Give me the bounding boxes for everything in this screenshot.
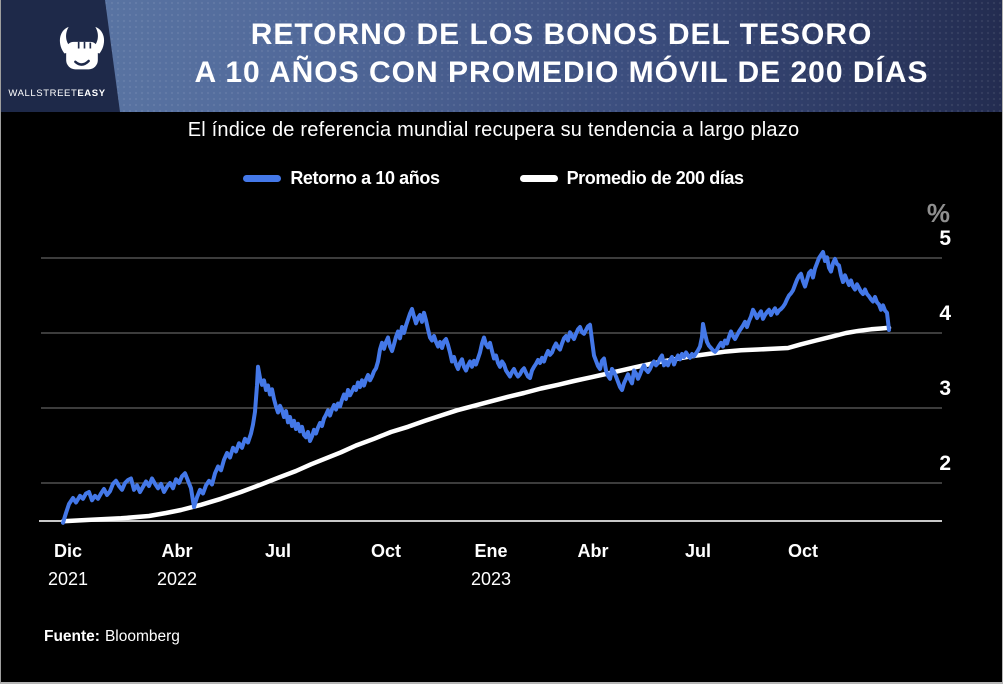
title-line-1: RETORNO DE LOS BONOS DEL TESORO — [250, 18, 873, 51]
x-tick-label-oct: Oct — [370, 541, 401, 561]
bull-fist-logo-icon — [59, 26, 105, 70]
legend-label-10y-return: Retorno a 10 años — [290, 168, 440, 188]
legend-item-10y-return: Retorno a 10 años — [243, 168, 440, 189]
legend-item-200d-average: Promedio de 200 días — [519, 168, 744, 189]
brand-wordmark: WALLSTREETEASY — [5, 88, 109, 99]
x-tick-label-ene: Ene — [474, 541, 508, 561]
x-tick-label-jul: Jul — [684, 541, 711, 561]
x-tick-label-abr: Abr — [161, 541, 193, 561]
y-tick-label-3: 3 — [939, 377, 951, 400]
source-note: Fuente: Bloomberg — [44, 628, 180, 646]
x-tick-label-abr: Abr — [577, 541, 609, 561]
y-tick-label-2: 2 — [939, 452, 951, 475]
y-axis-unit-label: % — [926, 198, 950, 228]
header-banner: RETORNO DE LOS BONOS DEL TESORO A 10 AÑO… — [1, 0, 1002, 112]
x-tick-label-oct: Oct — [787, 541, 818, 561]
x-year-label-2021: 2021 — [47, 569, 89, 589]
y-tick-label-4: 4 — [939, 302, 951, 325]
legend-swatch-white-line — [519, 175, 558, 182]
title-line-2: A 10 AÑOS CON PROMEDIO MÓVIL DE 200 DÍAS — [194, 56, 929, 89]
brand-logo-block: WALLSTREETEASY — [1, 0, 120, 112]
x-tick-label-dic: Dic — [53, 541, 82, 561]
page-title: RETORNO DE LOS BONOS DEL TESORO A 10 AÑO… — [119, 16, 1002, 92]
brand-wordmark-bold: EASY — [77, 88, 106, 99]
chart-legend: Retorno a 10 años Promedio de 200 días — [1, 168, 986, 189]
series-line-0 — [61, 250, 891, 525]
y-tick-label-5: 5 — [939, 227, 951, 250]
legend-swatch-blue-line — [243, 175, 282, 182]
chart-subtitle: El índice de referencia mundial recupera… — [187, 119, 800, 141]
x-tick-label-jul: Jul — [264, 541, 291, 561]
series-line-1 — [60, 325, 892, 524]
x-year-label-2022: 2022 — [156, 569, 198, 589]
brand-wordmark-thin: WALLSTREET — [8, 88, 78, 99]
source-value: Bloomberg — [104, 628, 180, 645]
legend-label-200d-average: Promedio de 200 días — [566, 168, 744, 188]
source-label: Fuente: — [44, 628, 100, 645]
x-year-label-2023: 2023 — [470, 569, 512, 589]
